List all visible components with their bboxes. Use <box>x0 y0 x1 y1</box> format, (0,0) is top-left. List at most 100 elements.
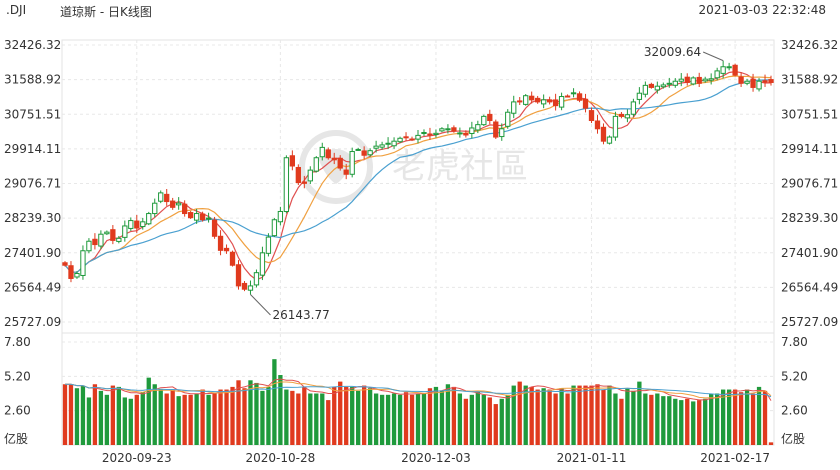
price-tick-right: 28239.30 <box>781 211 838 225</box>
candle-down <box>564 95 571 98</box>
volume-bar <box>481 394 486 445</box>
volume-bar <box>206 394 211 445</box>
candle-up <box>319 146 325 158</box>
watermark-text: 老虎社區 <box>392 147 528 187</box>
volume-bar <box>254 382 259 445</box>
x-tick-label: 2020-10-28 <box>246 451 316 465</box>
candle-down <box>68 265 74 279</box>
volume-bar <box>643 393 648 445</box>
volume-bar <box>445 384 451 445</box>
candle-up <box>654 85 660 91</box>
volume-bar <box>356 390 361 445</box>
candle-down <box>235 264 242 287</box>
candle-up <box>116 237 122 242</box>
price-tick-left: 29914.11 <box>4 142 61 156</box>
candle-down <box>594 120 601 130</box>
volume-bar <box>625 388 630 445</box>
candle-down <box>295 166 301 184</box>
volume-bar <box>511 385 516 445</box>
volume-bar <box>613 393 618 445</box>
chart-header: .DJI 道琼斯 - 日K线图 2021-03-03 22:32:48 <box>0 0 840 19</box>
candle-down <box>301 181 307 184</box>
volume-bar <box>182 394 187 445</box>
price-tick-right: 26564.49 <box>781 280 838 294</box>
volume-bar <box>385 394 391 445</box>
candle-up <box>660 84 666 88</box>
volume-bar <box>409 394 415 445</box>
candle-down <box>134 220 140 229</box>
candle-down <box>552 99 559 107</box>
candle-up <box>666 82 672 85</box>
volume-bar <box>559 388 564 445</box>
volume-bar <box>493 404 498 445</box>
volume-bar <box>661 396 666 445</box>
volume-bar <box>176 396 181 445</box>
candle-up <box>379 144 385 148</box>
volume-bar <box>547 389 552 445</box>
volume-bar <box>397 394 403 445</box>
volume-bar <box>134 394 139 445</box>
volume-tick-right: 7.80 <box>781 335 808 349</box>
volume-bar <box>326 400 331 445</box>
volume-bar <box>290 390 295 445</box>
low-annotation: 26143.77 <box>272 308 329 322</box>
watermark-logo <box>299 130 373 204</box>
candle-up <box>283 157 290 212</box>
volume-bar <box>673 398 678 445</box>
volume-bar <box>768 442 774 445</box>
candle-up <box>277 210 284 223</box>
candle-up <box>636 92 643 100</box>
price-tick-right: 29076.71 <box>781 177 838 191</box>
volume-bar <box>218 389 223 445</box>
candle-up <box>86 240 92 252</box>
volume-bar <box>720 389 726 445</box>
volume-bar <box>505 394 510 445</box>
volume-bar <box>308 393 313 445</box>
volume-bar <box>260 390 265 445</box>
volume-bar <box>433 386 439 445</box>
candle-up <box>558 96 565 108</box>
candle-up <box>612 115 619 138</box>
candle-up <box>642 84 649 95</box>
candle-up <box>349 151 355 175</box>
price-tick-right: 25727.09 <box>781 315 838 329</box>
x-tick-label: 2020-12-03 <box>401 451 471 465</box>
price-tick-right: 32426.32 <box>781 38 838 52</box>
volume-ma20-line <box>64 383 772 398</box>
candle-up <box>247 285 254 291</box>
volume-bar <box>92 384 98 445</box>
high-leader <box>702 51 724 62</box>
volume-bar <box>541 388 546 445</box>
candle-down <box>493 121 499 138</box>
high-annotation: 32009.64 <box>644 45 701 59</box>
price-tick-left: 25727.09 <box>4 315 61 329</box>
volume-bar <box>338 381 343 445</box>
volume-bar <box>224 389 229 445</box>
candle-down <box>738 76 744 84</box>
x-tick-label: 2020-09-23 <box>102 451 172 465</box>
candle-down <box>199 213 206 221</box>
volume-bar <box>140 392 145 445</box>
candle-up <box>756 80 762 90</box>
candle-down <box>110 229 116 241</box>
volume-bar <box>361 385 367 445</box>
price-tick-right: 31588.92 <box>781 73 838 87</box>
candle-up <box>475 124 481 131</box>
candles <box>62 60 774 295</box>
candle-up <box>499 128 505 138</box>
volume-bar <box>637 381 642 445</box>
candle-down <box>576 93 583 101</box>
volume-bar <box>116 386 121 445</box>
candle-down <box>361 150 367 156</box>
candle-up <box>307 169 313 182</box>
volume-bar <box>469 394 475 445</box>
candle-down <box>217 235 224 251</box>
volume-bar <box>158 389 163 445</box>
candle-up <box>511 101 517 114</box>
candle-down <box>768 79 774 83</box>
candle-up <box>98 233 104 247</box>
candle-down <box>517 100 523 103</box>
candle-up <box>74 273 80 278</box>
